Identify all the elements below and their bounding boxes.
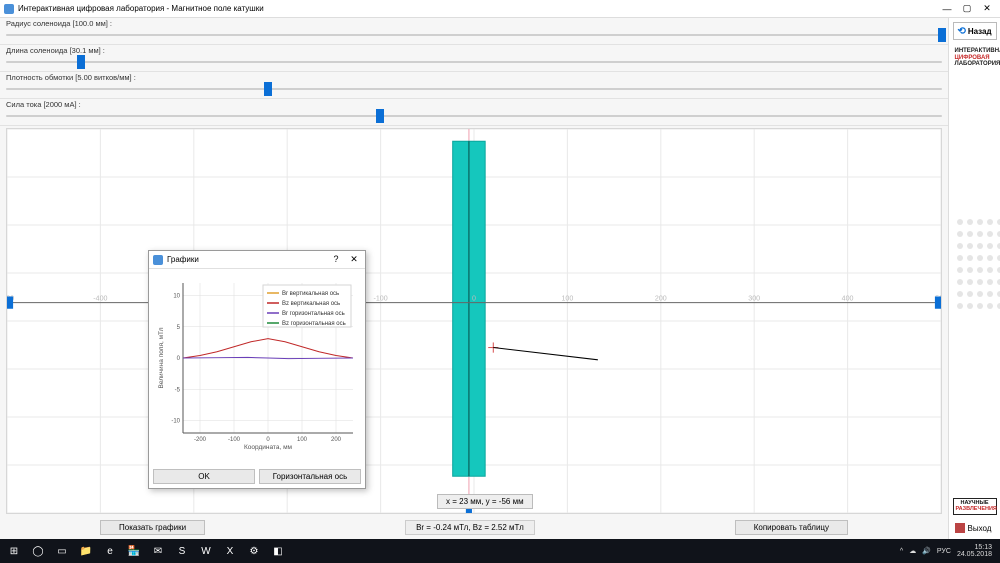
slider-thumb[interactable] xyxy=(376,109,384,123)
window-maximize-button[interactable]: ▢ xyxy=(958,2,976,16)
slider-label: Сила тока [2000 мА] : xyxy=(6,100,942,109)
dialog-axis-toggle-button[interactable]: Горизонтальная ось xyxy=(259,469,361,484)
svg-text:Bz вертикальная ось: Bz вертикальная ось xyxy=(282,301,340,307)
tray-item[interactable]: 🔊 xyxy=(922,547,931,555)
taskbar-item-11[interactable]: ◧ xyxy=(266,541,290,561)
lab-logo: ИНТЕРАКТИВНАЯ ЦИФРОВАЯ ЛАБОРАТОРИЯ xyxy=(953,46,997,70)
slider-track[interactable] xyxy=(6,30,942,40)
partner-logo: НАУЧНЫЕ РАЗВЛЕЧЕНИЯ xyxy=(953,498,997,515)
tray-item[interactable]: ^ xyxy=(900,548,903,555)
slider-label: Длина соленоида [30.1 мм] : xyxy=(6,46,942,55)
svg-text:400: 400 xyxy=(842,295,854,303)
svg-text:-10: -10 xyxy=(171,419,180,425)
dialog-ok-button[interactable]: OK xyxy=(153,469,255,484)
bottom-panel: Показать графики Br = -0.24 мТл, Bz = 2.… xyxy=(0,516,948,539)
taskbar-item-1[interactable]: ◯ xyxy=(26,541,50,561)
taskbar-item-9[interactable]: X xyxy=(218,541,242,561)
taskbar-item-8[interactable]: W xyxy=(194,541,218,561)
chart-y-label: Величина поля, мТл xyxy=(158,327,165,388)
svg-text:-200: -200 xyxy=(194,437,207,443)
dialog-icon xyxy=(153,255,163,265)
slider-track[interactable] xyxy=(6,84,942,94)
slider-thumb[interactable] xyxy=(938,28,946,42)
decorative-dots xyxy=(956,218,1000,318)
svg-text:0: 0 xyxy=(177,356,181,362)
slider-thumb[interactable] xyxy=(77,55,85,69)
svg-text:100: 100 xyxy=(297,437,308,443)
svg-text:-5: -5 xyxy=(175,387,181,393)
window-title: Интерактивная цифровая лаборатория - Маг… xyxy=(18,4,264,13)
taskbar-item-0[interactable]: ⊞ xyxy=(2,541,26,561)
coordinate-readout: x = 23 мм, y = -56 мм xyxy=(437,494,533,509)
slider-track[interactable] xyxy=(6,111,942,121)
svg-text:200: 200 xyxy=(331,437,342,443)
slider-track[interactable] xyxy=(6,57,942,67)
exit-label: Выход xyxy=(968,524,992,533)
back-arrow-icon: ⟲ xyxy=(957,26,965,37)
chart-plot: -200 -100 0 100 200 -10 -5 0 5 10 Координата, мм… xyxy=(153,273,361,463)
slider-row-0: Радиус соленоида [100.0 мм] : xyxy=(0,18,948,45)
svg-text:5: 5 xyxy=(177,325,181,331)
back-button[interactable]: ⟲ Назад xyxy=(953,22,997,40)
show-charts-button[interactable]: Показать графики xyxy=(100,520,205,535)
taskbar-item-4[interactable]: e xyxy=(98,541,122,561)
slider-row-1: Длина соленоида [30.1 мм] : xyxy=(0,45,948,72)
window-titlebar: Интерактивная цифровая лаборатория - Маг… xyxy=(0,0,1000,18)
svg-text:Br горизонтальная ось: Br горизонтальная ось xyxy=(282,311,345,317)
app-icon xyxy=(4,4,14,14)
taskbar: ⊞◯▭📁e🏪✉SWX⚙◧ ^ ☁ 🔊 РУС 15:13 24.05.2018 xyxy=(0,539,1000,563)
slider-thumb[interactable] xyxy=(264,82,272,96)
right-sidebar: ⟲ Назад ИНТЕРАКТИВНАЯ ЦИФРОВАЯ ЛАБОРАТОР… xyxy=(948,18,1000,539)
taskbar-item-5[interactable]: 🏪 xyxy=(122,541,146,561)
svg-text:-400: -400 xyxy=(93,295,107,303)
chart-x-label: Координата, мм xyxy=(244,444,293,451)
tray-item[interactable]: ☁ xyxy=(909,547,916,555)
svg-text:300: 300 xyxy=(748,295,760,303)
svg-text:Bz горизонтальная ось: Bz горизонтальная ось xyxy=(282,321,346,327)
back-label: Назад xyxy=(968,27,992,36)
taskbar-item-7[interactable]: S xyxy=(170,541,194,561)
taskbar-item-6[interactable]: ✉ xyxy=(146,541,170,561)
slider-label: Радиус соленоида [100.0 мм] : xyxy=(6,19,942,28)
svg-text:Br вертикальная ось: Br вертикальная ось xyxy=(282,291,339,297)
svg-text:0: 0 xyxy=(472,295,476,303)
dialog-close-button[interactable]: ✕ xyxy=(347,254,361,265)
slider-row-2: Плотность обмотки [5.00 витков/мм] : xyxy=(0,72,948,99)
taskbar-item-3[interactable]: 📁 xyxy=(74,541,98,561)
svg-text:-100: -100 xyxy=(228,437,241,443)
main-panel: Радиус соленоида [100.0 мм] : Длина соле… xyxy=(0,18,948,539)
svg-text:100: 100 xyxy=(561,295,573,303)
svg-text:0: 0 xyxy=(266,437,270,443)
taskbar-item-10[interactable]: ⚙ xyxy=(242,541,266,561)
copy-table-button[interactable]: Копировать таблицу xyxy=(735,520,848,535)
exit-icon xyxy=(955,523,965,533)
window-close-button[interactable]: ✕ xyxy=(978,2,996,16)
taskbar-item-2[interactable]: ▭ xyxy=(50,541,74,561)
dialog-title: Графики xyxy=(167,255,199,264)
dialog-help-button[interactable]: ? xyxy=(329,254,343,265)
field-readout: Br = -0.24 мТл, Bz = 2.52 мТл xyxy=(405,520,535,535)
svg-text:-100: -100 xyxy=(374,295,388,303)
field-plot[interactable]: -500-400-300-200-1000100200300400500 x =… xyxy=(6,128,942,514)
svg-text:200: 200 xyxy=(655,295,667,303)
charts-dialog[interactable]: Графики ? ✕ -200 -100 0 100 200 -10 -5 0 5 10 Ко… xyxy=(148,250,366,489)
slider-row-3: Сила тока [2000 мА] : xyxy=(0,99,948,126)
svg-text:10: 10 xyxy=(173,294,180,300)
taskbar-clock[interactable]: 15:13 24.05.2018 xyxy=(957,544,992,558)
tray-item[interactable]: РУС xyxy=(937,548,951,555)
dialog-titlebar[interactable]: Графики ? ✕ xyxy=(149,251,365,269)
slider-label: Плотность обмотки [5.00 витков/мм] : xyxy=(6,73,942,82)
exit-button[interactable]: Выход xyxy=(953,521,997,535)
window-minimize-button[interactable]: — xyxy=(938,2,956,16)
